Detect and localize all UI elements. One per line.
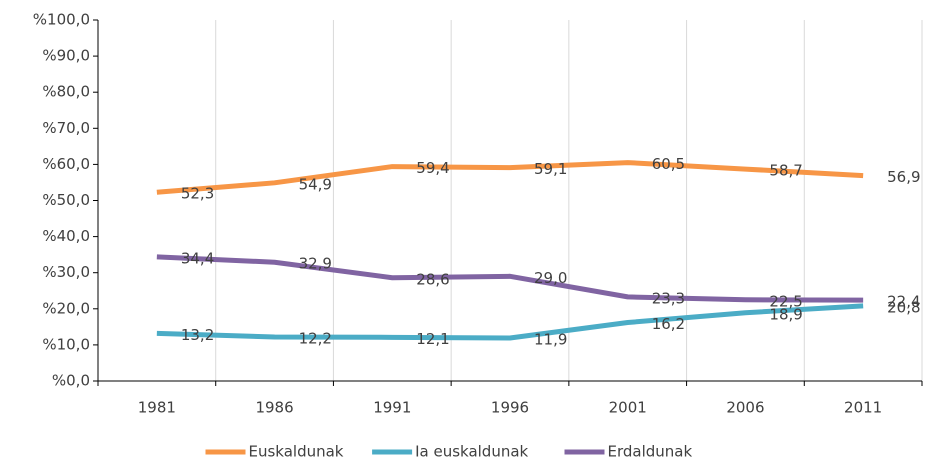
data-label: 22,4 bbox=[887, 293, 920, 311]
data-label: 13,2 bbox=[181, 326, 214, 344]
x-tick-label: 1986 bbox=[255, 399, 293, 417]
data-label: 18,9 bbox=[769, 305, 802, 323]
data-label: 11,9 bbox=[534, 331, 567, 349]
y-tick-label: %40,0 bbox=[42, 227, 90, 245]
y-tick-label: %60,0 bbox=[42, 155, 90, 173]
x-tick-label: 1981 bbox=[138, 399, 176, 417]
series-line bbox=[156, 160, 864, 195]
y-tick-label: %70,0 bbox=[42, 119, 90, 137]
legend-label: Ia euskaldunak bbox=[415, 443, 528, 461]
y-tick-label: %50,0 bbox=[42, 191, 90, 209]
legend-label: Euskaldunak bbox=[249, 443, 344, 461]
y-tick-label: %0,0 bbox=[52, 372, 90, 390]
data-label: 58,7 bbox=[769, 162, 802, 180]
data-label: 12,2 bbox=[299, 329, 332, 347]
data-label: 60,5 bbox=[652, 155, 685, 173]
data-label: 59,1 bbox=[534, 160, 567, 178]
x-tick-label: 1991 bbox=[373, 399, 411, 417]
data-label: 29,0 bbox=[534, 269, 567, 287]
y-tick-label: %100,0 bbox=[33, 11, 90, 29]
x-tick-label: 2011 bbox=[844, 399, 882, 417]
y-tick-label: %30,0 bbox=[42, 263, 90, 281]
data-label: 23,3 bbox=[652, 289, 685, 307]
data-label: 34,4 bbox=[181, 249, 214, 267]
legend-label: Erdaldunak bbox=[608, 443, 693, 461]
data-label: 20,8 bbox=[887, 298, 920, 316]
y-tick-label: %90,0 bbox=[42, 47, 90, 65]
data-label: 12,1 bbox=[416, 330, 449, 348]
data-label: 54,9 bbox=[299, 175, 332, 193]
data-label: 16,2 bbox=[652, 315, 685, 333]
data-label: 22,5 bbox=[769, 292, 802, 310]
data-label: 52,3 bbox=[181, 185, 214, 203]
data-label: 32,9 bbox=[299, 255, 332, 273]
data-label: 28,6 bbox=[416, 270, 449, 288]
y-tick-label: %80,0 bbox=[42, 83, 90, 101]
y-tick-label: %20,0 bbox=[42, 299, 90, 317]
x-tick-label: 2001 bbox=[609, 399, 647, 417]
series-line bbox=[156, 303, 864, 341]
data-label: 59,4 bbox=[416, 159, 449, 177]
y-tick-label: %10,0 bbox=[42, 335, 90, 353]
data-label: 56,9 bbox=[887, 168, 920, 186]
series-line bbox=[156, 254, 864, 303]
x-tick-label: 2006 bbox=[726, 399, 764, 417]
x-tick-label: 1996 bbox=[491, 399, 529, 417]
